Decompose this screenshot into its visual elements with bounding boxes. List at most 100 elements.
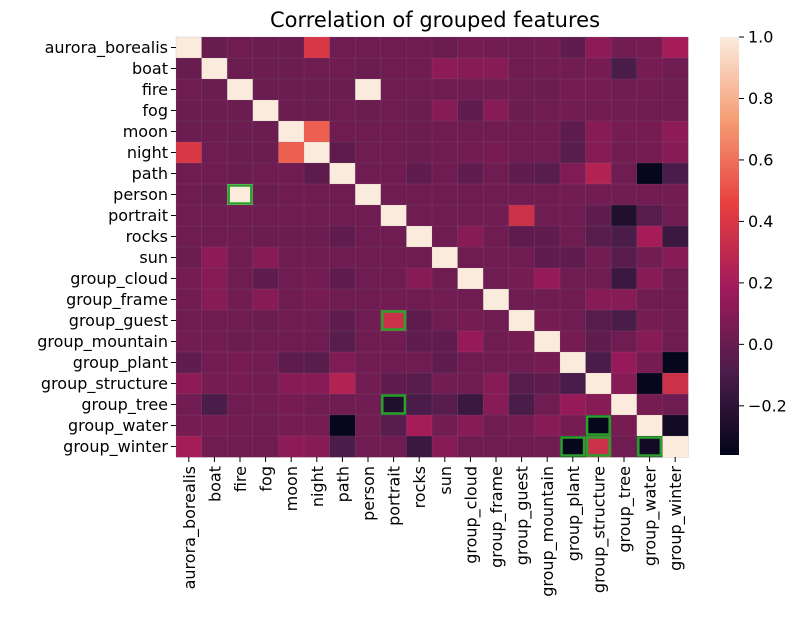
heatmap-cell-group_winter-group_tree <box>610 435 638 458</box>
heatmap-cell-path-group_winter <box>662 162 689 185</box>
heatmap-cell-sun-fog <box>252 246 279 269</box>
heatmap-cell-group_guest-aurora_borealis <box>175 309 203 332</box>
highlight-box-group_winter-group_plant <box>560 436 586 457</box>
heatmap-cell-group_mountain-group_guest <box>508 330 535 353</box>
heatmap-cell-group_structure-person <box>354 372 382 395</box>
heatmap-cell-fire-portrait <box>380 78 407 101</box>
heatmap-cell-group_winter-group_frame <box>482 435 510 458</box>
heatmap-cell-fog-path <box>329 99 356 122</box>
y-tick-label-group_water: group_water <box>68 416 168 436</box>
heatmap-cell-group_tree-portrait <box>380 393 407 416</box>
heatmap-cell-group_guest-group_guest <box>508 309 535 332</box>
heatmap-cell-portrait-aurora_borealis <box>175 204 203 227</box>
heatmap-cell-group_mountain-person <box>354 330 382 353</box>
heatmap-cell-group_tree-group_winter <box>662 393 689 416</box>
heatmap-cell-moon-group_guest <box>508 120 535 143</box>
heatmap-cell-group_water-moon <box>278 414 305 437</box>
heatmap-cell-group_frame-group_cloud <box>457 288 484 311</box>
heatmap-cell-boat-group_guest <box>508 57 535 80</box>
heatmap-cell-group_winter-sun <box>431 435 459 458</box>
heatmap-cell-rocks-fire <box>226 225 254 248</box>
x-tick-label-rocks: rocks <box>410 466 429 508</box>
heatmap-cell-group_plant-aurora_borealis <box>175 351 203 374</box>
heatmap-cell-fire-fog <box>252 78 279 101</box>
heatmap-cell-group_water-group_structure <box>585 414 612 437</box>
heatmap-cell-group_water-rocks <box>406 414 433 437</box>
heatmap-cell-night-fire <box>226 141 254 164</box>
heatmap-cell-path-group_water <box>636 162 663 185</box>
heatmap-cell-rocks-rocks <box>406 225 433 248</box>
x-tick-label-group_winter: group_winter <box>666 466 686 571</box>
heatmap-cell-portrait-group_structure <box>585 204 612 227</box>
heatmap-cell-group_tree-path <box>329 393 356 416</box>
heatmap-cell-rocks-group_cloud <box>457 225 484 248</box>
heatmap-cell-group_structure-group_winter <box>662 372 689 395</box>
heatmap-cell-group_cloud-group_mountain <box>534 267 561 290</box>
heatmap-cell-group_frame-group_winter <box>662 288 689 311</box>
heatmap-cell-fire-path <box>329 78 356 101</box>
heatmap-cell-group_cloud-group_plant <box>559 267 587 290</box>
heatmap-cell-group_plant-sun <box>431 351 459 374</box>
heatmap-cell-group_plant-rocks <box>406 351 433 374</box>
x-tick-label-group_mountain: group_mountain <box>538 466 558 597</box>
heatmap-cell-rocks-fog <box>252 225 279 248</box>
heatmap-cell-path-group_tree <box>610 162 638 185</box>
heatmap-cell-group_frame-group_structure <box>585 288 612 311</box>
heatmap-cell-night-group_tree <box>610 141 638 164</box>
heatmap-cell-group_cloud-person <box>354 267 382 290</box>
y-tick-label-moon: moon <box>123 122 168 141</box>
heatmap-cell-group_mountain-group_cloud <box>457 330 484 353</box>
heatmap-cell-rocks-group_water <box>636 225 663 248</box>
heatmap-cell-group_water-path <box>329 414 356 437</box>
heatmap-cell-fire-fire <box>226 78 254 101</box>
heatmap-cell-fog-group_cloud <box>457 99 484 122</box>
heatmap-cell-person-group_plant <box>559 183 587 206</box>
colorbar-bar <box>720 37 739 455</box>
heatmap-cell-group_guest-sun <box>431 309 459 332</box>
heatmap-cell-portrait-group_frame <box>482 204 510 227</box>
heatmap-cell-aurora_borealis-rocks <box>406 36 433 59</box>
heatmap-cell-group_water-person <box>354 414 382 437</box>
heatmap-cell-group_winter-moon <box>278 435 305 458</box>
heatmap-cell-portrait-group_mountain <box>534 204 561 227</box>
heatmap-cell-boat-group_winter <box>662 57 689 80</box>
heatmap-cell-night-fog <box>252 141 279 164</box>
heatmap-cell-portrait-rocks <box>406 204 433 227</box>
heatmap-cell-group_winter-path <box>329 435 356 458</box>
heatmap-cell-aurora_borealis-person <box>354 36 382 59</box>
heatmap-cell-rocks-group_tree <box>610 225 638 248</box>
heatmap-cell-person-portrait <box>380 183 407 206</box>
heatmap-cell-boat-group_water <box>636 57 663 80</box>
heatmap-cell-sun-group_water <box>636 246 663 269</box>
heatmap-cell-group_tree-sun <box>431 393 459 416</box>
x-tick-labels: aurora_borealis boat fire fog moon night path p… <box>180 457 686 597</box>
heatmap-cell-path-moon <box>278 162 305 185</box>
x-tick-label-portrait: portrait <box>385 466 404 526</box>
heatmap-cell-person-aurora_borealis <box>175 183 203 206</box>
heatmap-cell-group_guest-group_mountain <box>534 309 561 332</box>
heatmap-cell-rocks-path <box>329 225 356 248</box>
heatmap-cell-boat-group_plant <box>559 57 587 80</box>
heatmap-cell-group_winter-aurora_borealis <box>175 435 203 458</box>
heatmap-cell-group_plant-group_cloud <box>457 351 484 374</box>
heatmap-cell-group_structure-sun <box>431 372 459 395</box>
heatmap-cell-person-fire <box>226 183 254 206</box>
heatmap-cell-sun-night <box>303 246 331 269</box>
heatmap-cell-sun-group_frame <box>482 246 510 269</box>
heatmap-cell-group_winter-group_cloud <box>457 435 484 458</box>
heatmap-cell-group_tree-boat <box>201 393 228 416</box>
heatmap-cell-aurora_borealis-group_guest <box>508 36 535 59</box>
heatmap-cell-group_structure-portrait <box>380 372 407 395</box>
heatmap-cell-night-group_guest <box>508 141 535 164</box>
heatmap-cell-group_cloud-aurora_borealis <box>175 267 203 290</box>
heatmap-cell-person-group_water <box>636 183 663 206</box>
heatmap-cell-portrait-group_cloud <box>457 204 484 227</box>
heatmap-cell-fire-group_structure <box>585 78 612 101</box>
heatmap-cell-group_water-group_frame <box>482 414 510 437</box>
heatmap-cell-fog-group_winter <box>662 99 689 122</box>
heatmap-cell-group_cloud-path <box>329 267 356 290</box>
heatmap-cell-group_winter-group_water <box>636 435 663 458</box>
heatmap-cell-group_cloud-boat <box>201 267 228 290</box>
y-tick-label-portrait: portrait <box>108 206 168 225</box>
heatmap-cell-group_frame-person <box>354 288 382 311</box>
